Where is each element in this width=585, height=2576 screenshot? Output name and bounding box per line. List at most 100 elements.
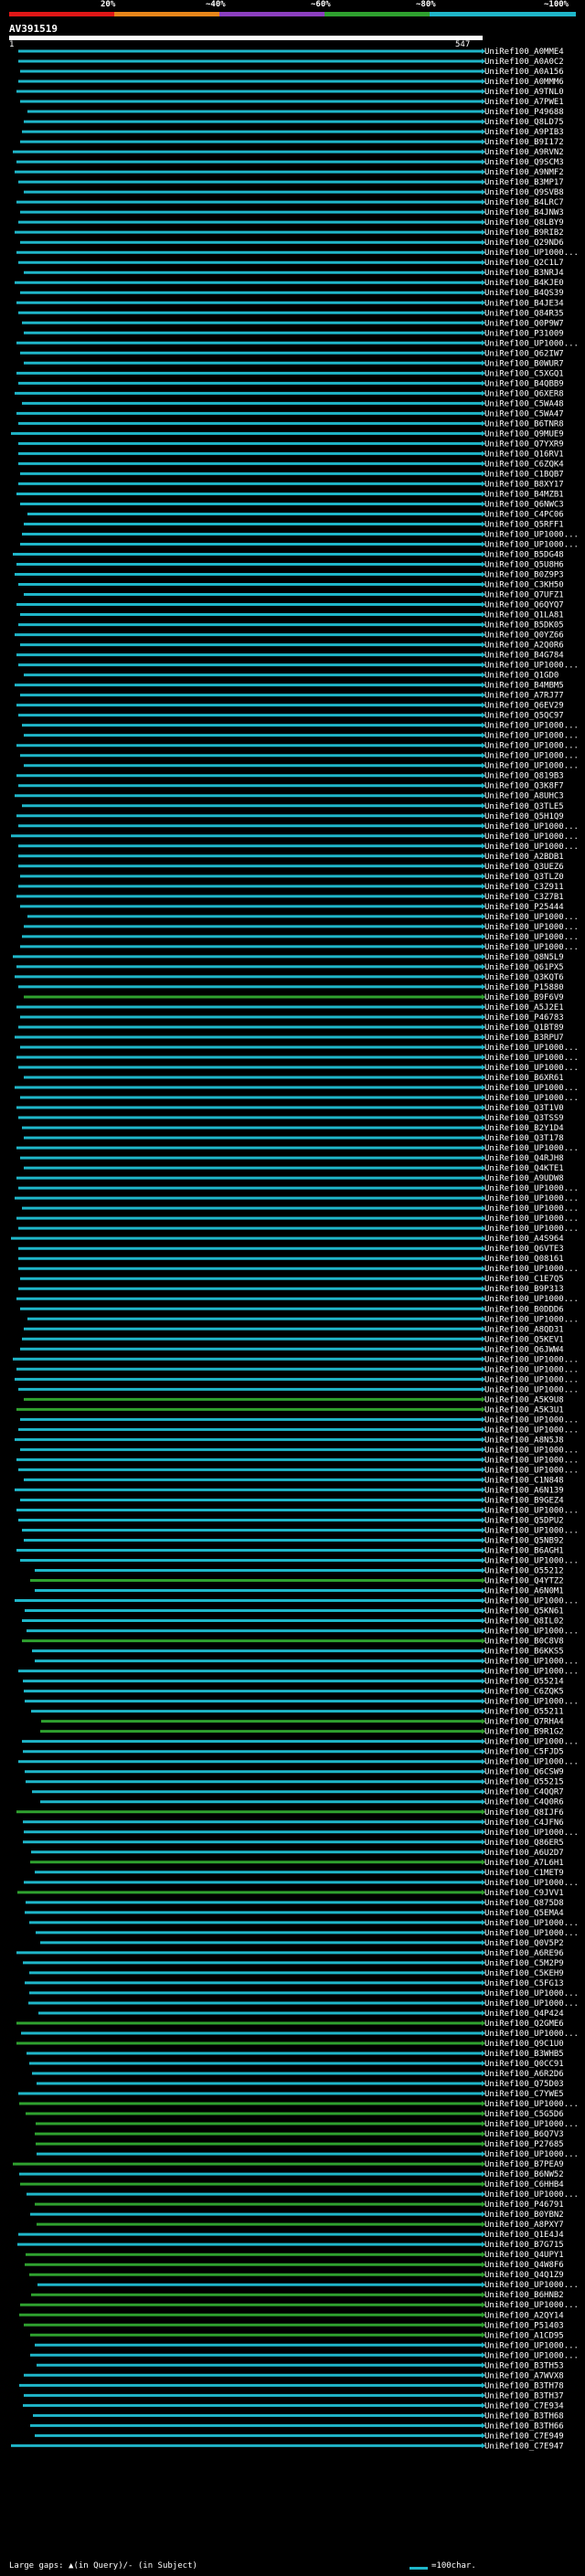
hit-label[interactable]: UniRef100_UP1000...: [484, 1999, 579, 2009]
hit-label[interactable]: UniRef100_Q5QC97: [484, 712, 564, 721]
hit-label[interactable]: UniRef100_C1N848: [484, 1476, 564, 1485]
hit-label[interactable]: UniRef100_B0C8V8: [484, 1638, 564, 1647]
hit-label[interactable]: UniRef100_B3MP17: [484, 178, 564, 187]
hit-label[interactable]: UniRef100_C5FG13: [484, 1979, 564, 1988]
hit-label[interactable]: UniRef100_C9JVV1: [484, 1889, 564, 1898]
hit-label[interactable]: UniRef100_UP1000...: [484, 2120, 579, 2129]
hit-label[interactable]: UniRef100_C7E949: [484, 2432, 564, 2441]
hit-label[interactable]: UniRef100_UP1000...: [484, 249, 579, 258]
hit-label[interactable]: UniRef100_UP1000...: [484, 1064, 579, 1073]
hit-label[interactable]: UniRef100_UP1000...: [484, 530, 579, 539]
hit-label[interactable]: UniRef100_Q9SVB8: [484, 188, 564, 197]
hit-label[interactable]: UniRef100_UP1000...: [484, 1758, 579, 1767]
hit-label[interactable]: UniRef100_B3TH37: [484, 2391, 564, 2401]
hit-label[interactable]: UniRef100_B9R1G2: [484, 1728, 564, 1737]
hit-label[interactable]: UniRef100_UP1000...: [484, 1375, 579, 1384]
hit-label[interactable]: UniRef100_Q62IW7: [484, 349, 564, 358]
hit-label[interactable]: UniRef100_Q6VTE3: [484, 1245, 564, 1254]
hit-label[interactable]: UniRef100_UP1000...: [484, 1094, 579, 1103]
hit-label[interactable]: UniRef100_UP1000...: [484, 1295, 579, 1304]
hit-label[interactable]: UniRef100_O55211: [484, 1708, 564, 1717]
hit-label[interactable]: UniRef100_Q5H1Q9: [484, 812, 564, 822]
hit-label[interactable]: UniRef100_Q3TLE5: [484, 802, 564, 811]
hit-label[interactable]: UniRef100_C6HHB4: [484, 2180, 564, 2189]
hit-label[interactable]: UniRef100_Q0CC91: [484, 2060, 564, 2069]
hit-label[interactable]: UniRef100_A9PIB3: [484, 128, 564, 137]
hit-label[interactable]: UniRef100_UP1000...: [484, 1526, 579, 1535]
hit-label[interactable]: UniRef100_C7YWE5: [484, 2090, 564, 2099]
hit-label[interactable]: UniRef100_A0MME4: [484, 48, 564, 57]
hit-label[interactable]: UniRef100_Q3TLZ0: [484, 873, 564, 882]
hit-label[interactable]: UniRef100_A2BDB1: [484, 853, 564, 862]
hit-label[interactable]: UniRef100_Q5KN61: [484, 1607, 564, 1617]
hit-label[interactable]: UniRef100_UP1000...: [484, 923, 579, 932]
hit-label[interactable]: UniRef100_B6TNR8: [484, 419, 564, 429]
hit-label[interactable]: UniRef100_B0DDD6: [484, 1305, 564, 1314]
hit-label[interactable]: UniRef100_B4QS39: [484, 289, 564, 298]
hit-label[interactable]: UniRef100_UP1000...: [484, 2301, 579, 2310]
hit-label[interactable]: UniRef100_C1MET9: [484, 1869, 564, 1878]
hit-label[interactable]: UniRef100_B6HNB2: [484, 2291, 564, 2300]
hit-label[interactable]: UniRef100_Q29ND6: [484, 239, 564, 248]
hit-label[interactable]: UniRef100_P46783: [484, 1013, 564, 1023]
hit-label[interactable]: UniRef100_Q4KTE1: [484, 1164, 564, 1173]
hit-label[interactable]: UniRef100_P27685: [484, 2140, 564, 2149]
hit-label[interactable]: UniRef100_Q4Q1Z9: [484, 2271, 564, 2280]
hit-label[interactable]: UniRef100_Q3TSS9: [484, 1114, 564, 1123]
hit-label[interactable]: UniRef100_C4JFN6: [484, 1818, 564, 1828]
hit-label[interactable]: UniRef100_P31009: [484, 329, 564, 338]
hit-label[interactable]: UniRef100_A4S964: [484, 1235, 564, 1244]
hit-label[interactable]: UniRef100_A7PWE1: [484, 98, 564, 107]
hit-label[interactable]: UniRef100_UP1000...: [484, 2150, 579, 2159]
hit-label[interactable]: UniRef100_C5WA48: [484, 399, 564, 408]
hit-label[interactable]: UniRef100_UP1000...: [484, 1456, 579, 1465]
hit-label[interactable]: UniRef100_UP1000...: [484, 1919, 579, 1928]
hit-label[interactable]: UniRef100_Q8IJF6: [484, 1808, 564, 1818]
hit-label[interactable]: UniRef100_Q0YZ66: [484, 631, 564, 641]
hit-label[interactable]: UniRef100_Q08161: [484, 1255, 564, 1264]
hit-label[interactable]: UniRef100_UP1000...: [484, 2351, 579, 2360]
hit-label[interactable]: UniRef100_Q7YXR9: [484, 440, 564, 449]
hit-label[interactable]: UniRef100_C4QQR7: [484, 1788, 564, 1797]
hit-label[interactable]: UniRef100_A5K3U1: [484, 1405, 564, 1415]
hit-label[interactable]: UniRef100_Q2GME6: [484, 2019, 564, 2029]
hit-label[interactable]: UniRef100_UP1000...: [484, 752, 579, 761]
hit-label[interactable]: UniRef100_UP1000...: [484, 1265, 579, 1274]
hit-label[interactable]: UniRef100_Q9C1U0: [484, 2040, 564, 2049]
hit-label[interactable]: UniRef100_UP1000...: [484, 762, 579, 771]
hit-label[interactable]: UniRef100_C1E7Q5: [484, 1275, 564, 1284]
hit-label[interactable]: UniRef100_B6NW52: [484, 2170, 564, 2179]
hit-label[interactable]: UniRef100_B5DG48: [484, 551, 564, 560]
hit-label[interactable]: UniRef100_UP1000...: [484, 843, 579, 852]
hit-label[interactable]: UniRef100_Q6CSW9: [484, 1768, 564, 1777]
hit-label[interactable]: UniRef100_Q2C1L7: [484, 259, 564, 268]
hit-label[interactable]: UniRef100_UP1000...: [484, 2100, 579, 2109]
hit-label[interactable]: UniRef100_A2QY14: [484, 2311, 564, 2320]
hit-label[interactable]: UniRef100_UP1000...: [484, 540, 579, 549]
hit-label[interactable]: UniRef100_P49688: [484, 108, 564, 117]
hit-label[interactable]: UniRef100_B4JE34: [484, 299, 564, 308]
hit-label[interactable]: UniRef100_UP1000...: [484, 1989, 579, 1998]
hit-label[interactable]: UniRef100_C3Z911: [484, 883, 564, 892]
hit-label[interactable]: UniRef100_Q1LA81: [484, 611, 564, 620]
hit-label[interactable]: UniRef100_Q5RFF1: [484, 520, 564, 529]
hit-label[interactable]: UniRef100_UP1000...: [484, 1365, 579, 1374]
hit-label[interactable]: UniRef100_Q1GD0: [484, 672, 558, 681]
hit-label[interactable]: UniRef100_UP1000...: [484, 1557, 579, 1566]
hit-label[interactable]: UniRef100_B0Z9P3: [484, 571, 564, 580]
hit-label[interactable]: UniRef100_UP1000...: [484, 1466, 579, 1475]
hit-label[interactable]: UniRef100_Q6JWW4: [484, 1345, 564, 1354]
hit-label[interactable]: UniRef100_B2Y1D4: [484, 1124, 564, 1133]
hit-label[interactable]: UniRef100_UP1000...: [484, 1597, 579, 1606]
hit-label[interactable]: UniRef100_UP1000...: [484, 2281, 579, 2290]
hit-label[interactable]: UniRef100_P51403: [484, 2321, 564, 2330]
hit-label[interactable]: UniRef100_UP1000...: [484, 943, 579, 952]
hit-label[interactable]: UniRef100_B8XY17: [484, 480, 564, 489]
hit-label[interactable]: UniRef100_C6ZQK5: [484, 1688, 564, 1697]
hit-label[interactable]: UniRef100_A8N5J8: [484, 1436, 564, 1445]
hit-label[interactable]: UniRef100_B4G784: [484, 652, 564, 661]
hit-label[interactable]: UniRef100_UP1000...: [484, 1204, 579, 1214]
hit-label[interactable]: UniRef100_Q0P9W7: [484, 319, 564, 328]
hit-label[interactable]: UniRef100_C5FJD5: [484, 1748, 564, 1757]
hit-label[interactable]: UniRef100_UP1000...: [484, 1698, 579, 1707]
